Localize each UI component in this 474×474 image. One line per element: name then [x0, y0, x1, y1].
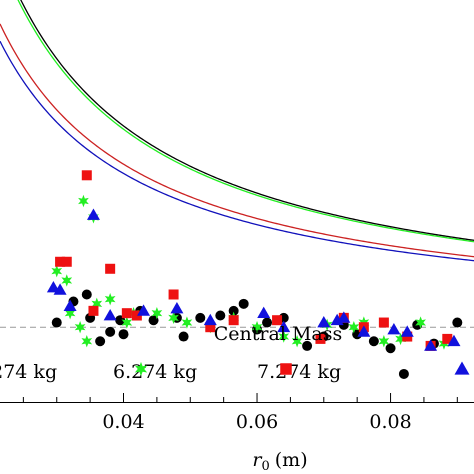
data-point-triangle-9 — [257, 306, 271, 319]
data-point-square-3 — [81, 170, 92, 181]
data-point-triangle-2 — [53, 283, 67, 295]
x-tick-label: 0.04 — [102, 411, 144, 433]
x-axis-ticks: 0.04 0.06 0.08 — [22, 393, 458, 433]
data-point-circle-17 — [238, 298, 249, 309]
data-point-triangle-10 — [277, 320, 291, 333]
x-tick-label: 0.08 — [369, 411, 411, 433]
model-curve-1 — [20, 0, 474, 241]
data-point-star-25 — [415, 316, 426, 329]
legend-entry-star: 6.274 kg — [113, 361, 197, 383]
data-point-star-10 — [121, 316, 133, 329]
data-point-circle-1 — [51, 317, 62, 328]
data-point-star-6 — [81, 335, 93, 348]
data-point-star-4 — [74, 321, 86, 334]
data-point-circle-10 — [148, 315, 159, 326]
x-axis-label: r0 (m) — [252, 449, 307, 474]
legend-label: 5.274 kg — [0, 361, 57, 383]
data-point-triangle-4 — [86, 208, 100, 220]
data-point-star-21 — [348, 321, 360, 334]
data-point-star-8 — [91, 297, 103, 311]
data-point-triangle-17 — [424, 339, 438, 351]
data-point-circle-27 — [398, 368, 409, 379]
legend-marker-square — [280, 363, 292, 375]
data-point-triangle-15 — [387, 323, 401, 335]
model-curves — [0, 0, 474, 262]
model-curve-3 — [0, 23, 474, 258]
data-point-circle-15 — [215, 310, 226, 321]
data-point-triangle-18 — [447, 334, 461, 347]
legend-label: 7.274 kg — [257, 361, 341, 383]
data-point-circle-5 — [95, 336, 106, 347]
data-point-square-15 — [378, 317, 389, 328]
legend-entry-triangle — [454, 361, 470, 375]
legend-entry-circle: 5.274 kg — [0, 361, 57, 383]
model-curve-4 — [0, 40, 474, 262]
data-point-circle-8 — [118, 329, 129, 340]
data-point-star-12 — [151, 306, 163, 320]
data-point-circle-26 — [385, 343, 396, 354]
data-point-star-13 — [168, 311, 179, 325]
data-point-triangle-8 — [203, 313, 217, 326]
data-point-square-5 — [105, 263, 116, 274]
legend-title: Central Mass — [214, 323, 342, 345]
data-point-square-6 — [121, 308, 132, 319]
data-point-square-8 — [168, 289, 179, 300]
data-point-star-5 — [78, 194, 89, 208]
model-curve-2 — [17, 0, 474, 243]
data-point-square-2 — [61, 256, 72, 267]
data-point-circle-25 — [368, 336, 379, 347]
data-point-star-14 — [181, 316, 193, 329]
data-point-circle-30 — [452, 317, 463, 328]
data-point-circle-21 — [302, 340, 313, 351]
data-point-circle-3 — [81, 289, 92, 300]
data-point-star-2 — [61, 274, 73, 287]
data-point-triangle-5 — [103, 309, 117, 321]
data-point-triangle-3 — [63, 299, 77, 312]
data-points — [46, 170, 463, 379]
data-point-circle-13 — [195, 312, 206, 323]
data-point-star-17 — [251, 321, 263, 334]
data-point-triangle-7 — [170, 302, 184, 314]
x-tick-label: 0.06 — [236, 411, 278, 433]
data-point-square-12 — [315, 333, 326, 344]
data-point-star-3 — [64, 306, 76, 320]
x-axis-label-unit: (m) — [275, 449, 308, 471]
data-point-star-18 — [278, 330, 290, 343]
data-point-circle-16 — [228, 305, 239, 316]
legend-marker-star — [134, 361, 148, 377]
data-point-star-23 — [378, 335, 390, 348]
data-point-square-9 — [205, 322, 216, 333]
data-point-square-4 — [88, 305, 99, 316]
data-point-triangle-16 — [400, 325, 414, 337]
x-axis-label-main: r — [252, 449, 263, 471]
data-point-star-24 — [395, 332, 406, 346]
legend-marker-triangle — [454, 361, 470, 375]
legend-label: 6.274 kg — [113, 361, 197, 383]
data-point-triangle-13 — [337, 311, 351, 323]
data-point-triangle-14 — [357, 325, 371, 337]
data-point-triangle-11 — [317, 316, 331, 328]
data-point-circle-6 — [105, 326, 116, 337]
data-point-square-7 — [131, 310, 142, 321]
data-point-square-11 — [272, 315, 283, 326]
legend: Central Mass 5.274 kg 6.274 kg 7.274 kg — [0, 323, 470, 383]
data-point-star-1 — [51, 264, 63, 278]
data-point-star-9 — [104, 292, 116, 306]
data-point-circle-12 — [178, 331, 189, 342]
data-point-square-1 — [55, 256, 66, 267]
legend-entry-square: 7.274 kg — [257, 361, 341, 383]
data-point-square-18 — [442, 333, 453, 344]
data-point-triangle-6 — [137, 304, 151, 316]
data-point-square-10 — [228, 315, 239, 326]
data-point-circle-19 — [262, 317, 273, 328]
data-point-star-19 — [291, 335, 303, 348]
x-axis-label-subscript: 0 — [261, 459, 269, 474]
